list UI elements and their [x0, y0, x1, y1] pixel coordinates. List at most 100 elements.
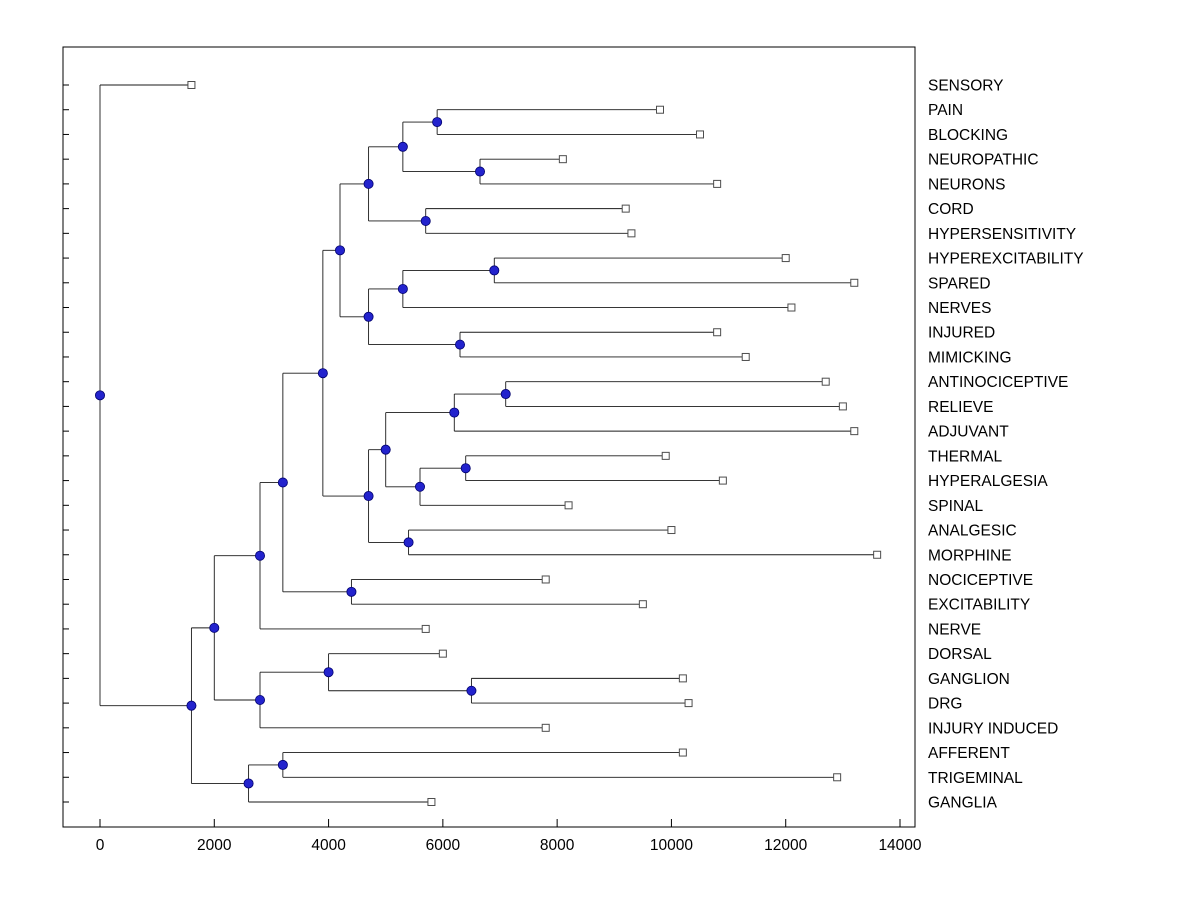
- leaf-label: HYPEREXCITABILITY: [928, 251, 1084, 268]
- branch-node-marker: [334, 245, 345, 256]
- leaf-label: INJURY INDUCED: [928, 720, 1058, 737]
- leaf-marker: [781, 254, 790, 263]
- leaf-marker: [656, 105, 664, 114]
- branch-node-marker: [500, 389, 511, 400]
- leaf-label: MIMICKING: [928, 349, 1012, 366]
- leaf-marker: [821, 377, 830, 386]
- branch-node-marker: [420, 215, 431, 226]
- leaf-label: ANALGESIC: [928, 523, 1017, 540]
- leaf-label: PAIN: [928, 102, 963, 119]
- leaf-marker: [678, 674, 687, 683]
- leaf-label: BLOCKING: [928, 127, 1008, 144]
- x-axis-tick-label: 6000: [426, 837, 461, 854]
- leaf-label: NERVE: [928, 621, 981, 638]
- leaf-label: SPINAL: [928, 498, 984, 515]
- x-axis-tick-label: 14000: [878, 837, 921, 854]
- leaf-label: DORSAL: [928, 646, 992, 663]
- leaf-marker: [627, 229, 636, 238]
- x-axis-tick-label: 12000: [764, 837, 807, 854]
- leaf-marker: [713, 179, 722, 188]
- leaf-marker: [850, 427, 859, 436]
- leaf-marker: [873, 550, 882, 559]
- leaf-marker: [661, 451, 670, 460]
- leaf-label: RELIEVE: [928, 399, 993, 416]
- branch-node-marker: [466, 685, 477, 696]
- leaf-label: ANTINOCICEPTIVE: [928, 374, 1068, 391]
- branch-node-marker: [403, 537, 414, 548]
- leaf-label: SPARED: [928, 275, 991, 292]
- branch-node-marker: [449, 407, 460, 418]
- leaf-label: HYPERSENSITIVITY: [928, 226, 1076, 243]
- leaf-marker: [713, 328, 722, 337]
- leaf-marker: [838, 402, 847, 411]
- branch-node-marker: [95, 390, 106, 401]
- leaf-marker: [718, 476, 727, 485]
- branch-node-marker: [363, 311, 374, 322]
- leaf-label: GANGLIA: [928, 794, 998, 811]
- branch-node-marker: [454, 339, 465, 350]
- branch-node-marker: [489, 265, 500, 276]
- leaf-marker: [741, 352, 750, 361]
- branch-node-marker: [323, 667, 334, 678]
- x-axis-tick-label: 4000: [311, 837, 346, 854]
- leaf-label: HYPERALGESIA: [928, 473, 1048, 490]
- branch-node-marker: [397, 283, 408, 294]
- leaf-marker: [696, 130, 704, 139]
- leaf-label: SENSORY: [928, 78, 1004, 95]
- leaf-label: CORD: [928, 201, 974, 218]
- leaf-label: INJURED: [928, 325, 995, 342]
- leaf-label: DRG: [928, 696, 962, 713]
- branch-node-marker: [186, 700, 197, 711]
- leaf-label: MORPHINE: [928, 547, 1012, 564]
- leaf-marker: [850, 278, 859, 287]
- branch-node-marker: [209, 622, 220, 633]
- leaf-marker: [187, 81, 196, 89]
- leaf-label: GANGLION: [928, 671, 1010, 688]
- axes-box: [62, 46, 916, 828]
- leaf-marker: [564, 501, 573, 510]
- leaf-marker: [558, 155, 567, 164]
- branch-node-marker: [380, 444, 391, 455]
- x-axis-tick-label: 8000: [540, 837, 575, 854]
- branch-node-marker: [460, 463, 471, 474]
- leaf-label: NEUROPATHIC: [928, 152, 1039, 169]
- leaf-marker: [621, 204, 630, 213]
- x-axis-tick-label: 10000: [650, 837, 693, 854]
- branch-node-marker: [474, 166, 485, 177]
- branch-node-marker: [363, 491, 374, 502]
- leaf-marker: [541, 575, 550, 584]
- leaf-marker: [541, 723, 550, 732]
- branch-node-marker: [254, 550, 265, 561]
- branch-node-marker: [432, 117, 443, 128]
- leaf-label: TRIGEMINAL: [928, 770, 1023, 787]
- leaf-label: AFFERENT: [928, 745, 1010, 762]
- leaf-marker: [427, 797, 436, 806]
- x-axis-tick-label: 0: [96, 837, 105, 854]
- branch-node-marker: [397, 141, 408, 152]
- leaf-label: NOCICEPTIVE: [928, 572, 1033, 589]
- branch-node-marker: [277, 759, 288, 770]
- leaf-marker: [638, 600, 647, 609]
- branch-node-marker: [277, 477, 288, 488]
- leaf-label: THERMAL: [928, 448, 1002, 465]
- leaf-label: NERVES: [928, 300, 991, 317]
- leaf-label: EXCITABILITY: [928, 597, 1030, 614]
- branch-node-marker: [254, 695, 265, 706]
- leaf-marker: [833, 773, 842, 782]
- branch-node-marker: [414, 481, 425, 492]
- leaf-marker: [667, 526, 676, 535]
- leaf-marker: [438, 649, 447, 658]
- leaf-label: NEURONS: [928, 176, 1006, 193]
- leaf-marker: [678, 748, 687, 757]
- leaf-label: ADJUVANT: [928, 424, 1009, 441]
- branch-node-marker: [317, 368, 328, 379]
- leaf-marker: [787, 303, 796, 312]
- leaf-marker: [421, 624, 430, 633]
- branch-node-marker: [363, 178, 374, 189]
- x-axis-tick-label: 2000: [197, 837, 232, 854]
- leaf-marker: [684, 699, 693, 708]
- branch-node-marker: [346, 586, 357, 597]
- branch-node-marker: [243, 778, 254, 789]
